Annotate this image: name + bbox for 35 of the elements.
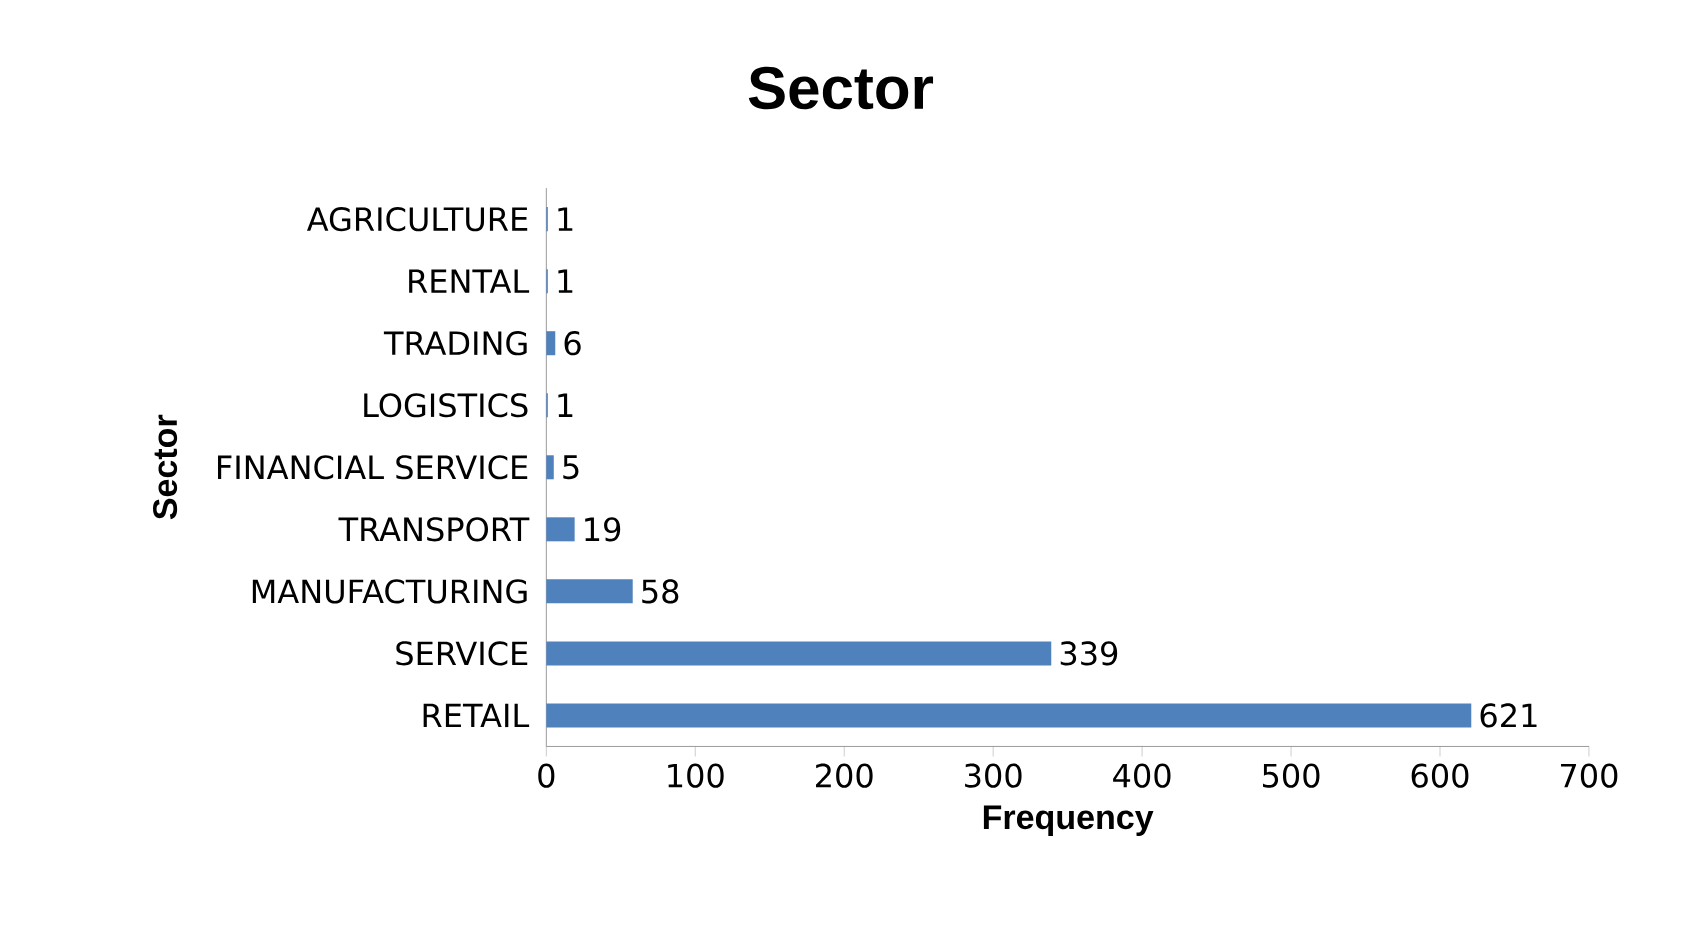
- x-tick-label: 300: [965, 763, 1022, 788]
- x-tick-label: 0: [538, 763, 555, 788]
- bar: [546, 641, 1052, 666]
- y-tick-label: TRANSPORT: [338, 517, 530, 542]
- y-tick-label: AGRICULTURE: [306, 207, 528, 232]
- x-tick-label: 500: [1262, 763, 1320, 788]
- bar: [546, 703, 1472, 728]
- y-tick-label: MANUFACTURING: [252, 579, 527, 604]
- bar: [546, 579, 633, 604]
- data-label: 6: [564, 331, 581, 356]
- x-tick-label: 400: [1113, 763, 1171, 788]
- x-tick-label: 600: [1411, 763, 1469, 788]
- x-tick-label: 100: [668, 763, 724, 788]
- data-label: 58: [642, 579, 679, 604]
- data-label: 621: [1480, 703, 1537, 728]
- bar: [546, 331, 556, 356]
- data-label: 339: [1060, 641, 1118, 666]
- y-axis-title: Sector: [153, 415, 178, 520]
- data-label: 1: [558, 207, 573, 232]
- data-label: 1: [558, 393, 573, 418]
- data-label: 1: [558, 269, 573, 294]
- data-label: 5: [563, 455, 579, 480]
- chart-title: Sector: [748, 67, 934, 110]
- y-tick-label: RENTAL: [409, 269, 530, 294]
- data-label: 19: [585, 517, 621, 542]
- y-tick-label: RETAIL: [423, 703, 530, 728]
- y-tick-label: FINANCIAL SERVICE: [218, 455, 528, 480]
- y-tick-label: TRADING: [383, 331, 527, 356]
- y-tick-label: SERVICE: [396, 641, 528, 666]
- x-tick-label: 200: [816, 763, 873, 788]
- bar: [546, 455, 554, 480]
- x-tick-label: 700: [1561, 763, 1618, 788]
- x-axis-title: Frequency: [983, 805, 1154, 837]
- bar: [546, 517, 575, 542]
- y-tick-label: LOGISTICS: [364, 393, 528, 418]
